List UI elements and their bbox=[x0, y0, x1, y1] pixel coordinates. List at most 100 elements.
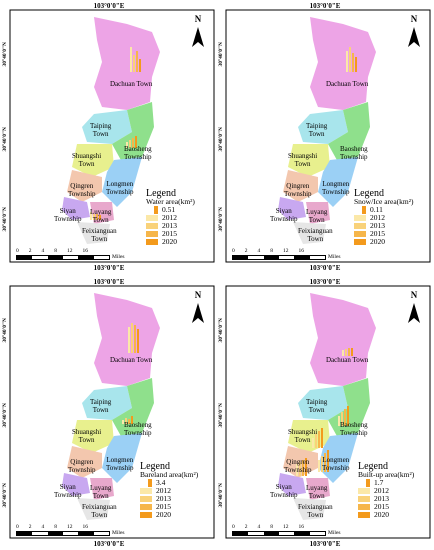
bar bbox=[346, 51, 348, 72]
legend-row: 2015 bbox=[146, 230, 195, 238]
town-label-feixianguan: Feixianguan Town bbox=[82, 503, 117, 519]
longitude-label-bottom: 103°0'0"E bbox=[93, 264, 125, 272]
legend: Legend Water area(km²) 0.51 2012 2013 20… bbox=[146, 188, 195, 246]
scale-tick: 8 bbox=[54, 248, 57, 254]
town-label-longmen: Longmen Township bbox=[106, 180, 134, 196]
bar-group bbox=[128, 323, 139, 353]
town-label-baosheng: Baosheng Township bbox=[124, 145, 152, 161]
scale-tick: 12 bbox=[67, 248, 73, 254]
bar bbox=[136, 51, 138, 72]
township-map bbox=[225, 9, 431, 263]
scale-bar-graphic bbox=[16, 530, 110, 536]
longitude-label-top: 103°0'0"E bbox=[93, 2, 125, 10]
longitude-label-bottom: 103°0'0"E bbox=[309, 540, 341, 548]
bar bbox=[312, 438, 314, 448]
bar bbox=[296, 464, 298, 476]
north-label: N bbox=[410, 14, 418, 24]
legend-title: Legend bbox=[146, 188, 176, 199]
bar bbox=[345, 349, 347, 356]
bar bbox=[93, 214, 95, 220]
region-longmen bbox=[102, 157, 142, 207]
town-label-taiping: Taiping Town bbox=[306, 398, 328, 414]
north-label: N bbox=[410, 290, 418, 300]
region-luyang bbox=[306, 478, 330, 500]
scale-unit: Miles bbox=[328, 254, 341, 260]
town-label-baosheng: Baosheng Township bbox=[340, 421, 368, 437]
legend-swatch bbox=[146, 231, 158, 237]
bar bbox=[132, 138, 134, 148]
scale-tick: 16 bbox=[298, 524, 305, 530]
region-shuangshi bbox=[72, 144, 114, 177]
legend-subtitle: Built-up area(km²) bbox=[358, 470, 415, 479]
legend-swatch bbox=[146, 215, 158, 221]
township-map bbox=[9, 285, 215, 539]
legend-row: 2013 bbox=[140, 495, 198, 503]
township-map bbox=[225, 285, 431, 539]
town-label-longmen: Longmen Township bbox=[106, 456, 134, 472]
north-label: N bbox=[194, 290, 202, 300]
region-siyan bbox=[62, 473, 90, 496]
scale-tick: 16 bbox=[82, 524, 89, 530]
bar bbox=[96, 214, 98, 220]
scale-tick: 2 bbox=[244, 248, 248, 254]
region-baosheng bbox=[112, 102, 154, 162]
legend-row: 2013 bbox=[354, 222, 414, 230]
legend-swatch bbox=[362, 206, 366, 214]
bar bbox=[135, 136, 137, 148]
north-arrow-icon bbox=[408, 27, 420, 47]
legend-year: 2012 bbox=[156, 486, 171, 495]
town-label-baosheng: Baosheng Township bbox=[124, 421, 152, 437]
legend-year: 2012 bbox=[370, 213, 385, 222]
bar bbox=[321, 428, 323, 448]
legend-year: 2015 bbox=[374, 502, 389, 511]
longitude-label-top: 103°0'0"E bbox=[93, 278, 125, 286]
bar bbox=[130, 47, 132, 72]
town-label-dachuan: Dachuan Town bbox=[326, 356, 369, 364]
bar-group bbox=[318, 450, 329, 472]
bar bbox=[351, 348, 353, 356]
scale-tick: 8 bbox=[270, 524, 273, 530]
town-label-longmen: Longmen Township bbox=[322, 456, 350, 472]
legend-title: Legend bbox=[358, 461, 388, 472]
legend-row: 2012 bbox=[354, 214, 414, 222]
legend-row: 2013 bbox=[146, 222, 195, 230]
legend: Legend Bareland area(km²) 3.4 2012 2013 … bbox=[140, 462, 199, 519]
legend-year: 2020 bbox=[156, 510, 171, 519]
north-arrow-icon bbox=[192, 27, 204, 47]
scale-tick: 2 bbox=[28, 248, 32, 254]
town-label-feixianguan: Feixianguan Town bbox=[82, 227, 117, 243]
legend-subtitle: Bareland area(km²) bbox=[140, 470, 199, 479]
bar bbox=[126, 142, 128, 148]
north-arrow-icon bbox=[192, 303, 204, 323]
scale-bar-graphic bbox=[232, 254, 326, 260]
town-label-luyang: Luyang Town bbox=[90, 208, 112, 224]
bar-group bbox=[342, 348, 353, 356]
legend-swatch bbox=[354, 231, 366, 237]
town-label-longmen: Longmen Township bbox=[322, 180, 350, 196]
legend-swatch bbox=[140, 488, 152, 494]
region-taiping bbox=[82, 386, 132, 420]
scale-bar: 0 2 4 8 12 16 Miles bbox=[16, 248, 125, 260]
legend-swatch bbox=[354, 223, 366, 229]
bar bbox=[347, 406, 349, 426]
legend-max-row: 0.51 bbox=[146, 206, 195, 214]
region-luyang bbox=[90, 478, 114, 500]
town-label-taiping: Taiping Town bbox=[90, 122, 112, 138]
north-arrow-icon bbox=[408, 303, 420, 323]
bar bbox=[355, 57, 357, 72]
town-label-luyang: Luyang Town bbox=[306, 208, 328, 224]
legend-subtitle: Snow/Ice area(km²) bbox=[354, 197, 414, 206]
bar bbox=[131, 416, 133, 424]
legend-year: 2020 bbox=[374, 510, 389, 519]
town-label-baosheng: Baosheng Township bbox=[340, 145, 368, 161]
town-label-siyan: Siyan Township bbox=[270, 207, 298, 223]
region-qingren bbox=[283, 170, 318, 202]
scale-tick: 8 bbox=[270, 248, 273, 254]
scale-tick: 2 bbox=[28, 524, 32, 530]
legend-max-value: 0.11 bbox=[370, 205, 383, 214]
legend-row: 2012 bbox=[140, 487, 198, 495]
legend-swatch bbox=[146, 239, 158, 245]
legend-swatch bbox=[154, 206, 158, 214]
longitude-label-bottom: 103°0'0"E bbox=[93, 540, 125, 548]
town-label-shuangshi: Shuangshi Town bbox=[72, 428, 102, 444]
